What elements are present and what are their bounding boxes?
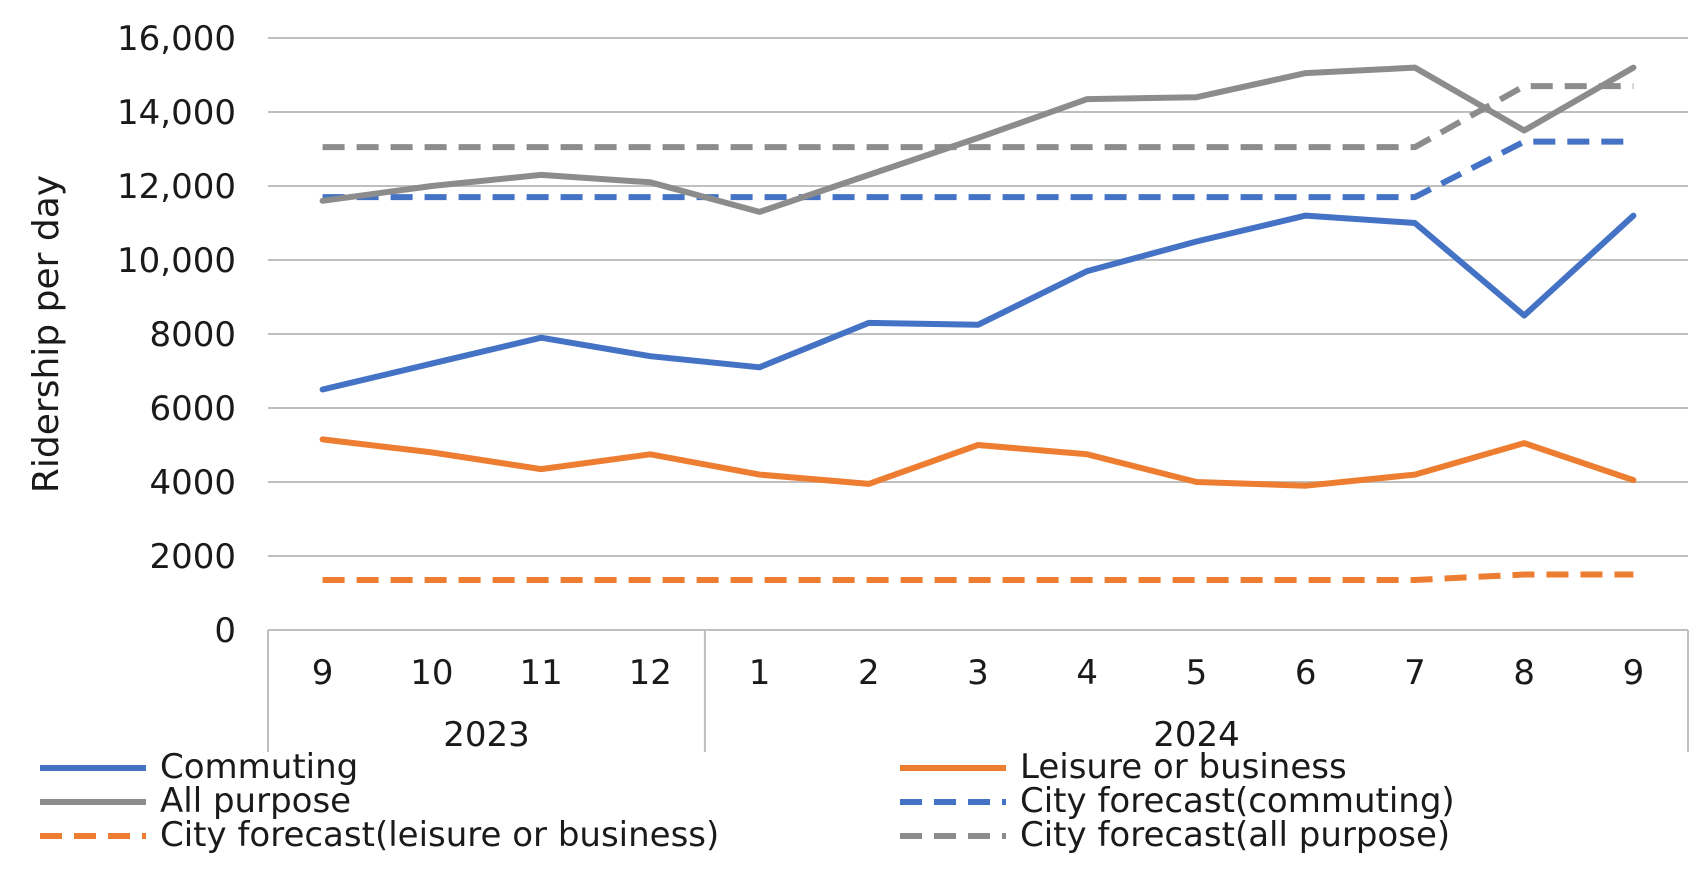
x-tick-label: 11 <box>519 653 562 693</box>
x-tick-label: 2 <box>858 653 880 693</box>
x-tick-label: 8 <box>1513 653 1535 693</box>
y-tick-label: 8000 <box>149 315 236 355</box>
x-tick-label: 4 <box>1076 653 1098 693</box>
y-tick-label: 2000 <box>149 537 236 577</box>
series-line-commuting <box>323 216 1634 390</box>
y-tick-label: 6000 <box>149 389 236 429</box>
line-chart: 0 2000 4000 6000 8000 10,000 12,000 14,000 16,00… <box>0 0 1698 892</box>
x-tick-label: 10 <box>410 653 453 693</box>
x-tick-label: 5 <box>1186 653 1208 693</box>
year-label: 2023 <box>443 715 530 755</box>
series-line-leisure-or-business <box>323 439 1634 485</box>
x-tick-label: 12 <box>629 653 672 693</box>
x-tick-label: 7 <box>1404 653 1426 693</box>
x-tick-label: 9 <box>312 653 334 693</box>
x-tick-label: 9 <box>1623 653 1645 693</box>
x-tick-label: 3 <box>967 653 989 693</box>
series-line-city-forecast-leisure-or-business <box>323 575 1634 581</box>
legend-label: City forecast(all purpose) <box>1020 815 1450 855</box>
x-tick-label: 6 <box>1295 653 1317 693</box>
y-tick-label: 4000 <box>149 463 236 503</box>
series-line-all-purpose <box>323 68 1634 212</box>
y-tick-label: 14,000 <box>117 93 236 133</box>
y-tick-label: 12,000 <box>117 167 236 207</box>
legend-label: City forecast(leisure or business) <box>160 815 719 855</box>
y-tick-label: 16,000 <box>117 19 236 59</box>
y-tick-label: 10,000 <box>117 241 236 281</box>
y-axis-title: Ridership per day <box>26 175 67 493</box>
x-tick-label: 1 <box>749 653 771 693</box>
y-tick-label: 0 <box>214 611 236 651</box>
